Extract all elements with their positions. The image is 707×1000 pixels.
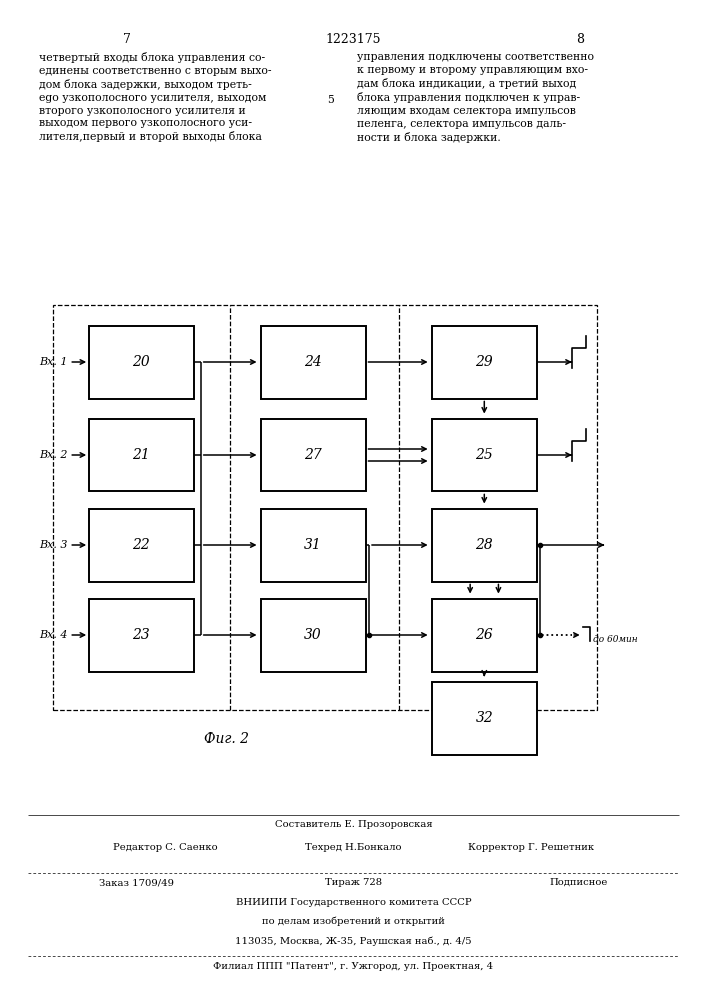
Bar <box>261 598 366 672</box>
Text: 22: 22 <box>132 538 151 552</box>
Text: Техред Н.Бонкало: Техред Н.Бонкало <box>305 843 402 852</box>
Bar <box>89 326 194 398</box>
Bar <box>53 305 597 710</box>
Bar <box>432 418 537 491</box>
Text: четвертый входы блока управления со-
единены соответственно с вторым выхо-
дом б: четвертый входы блока управления со- еди… <box>39 52 271 142</box>
Bar <box>432 508 537 581</box>
Text: 30: 30 <box>304 628 322 642</box>
Text: Тираж 728: Тираж 728 <box>325 878 382 887</box>
Bar <box>261 508 366 581</box>
Bar <box>432 682 537 755</box>
Text: 5: 5 <box>327 95 334 105</box>
Text: Вх. 4: Вх. 4 <box>39 630 67 640</box>
Text: Корректор Г. Решетник: Корректор Г. Решетник <box>468 843 594 852</box>
Text: Подписное: Подписное <box>549 878 608 887</box>
Bar <box>89 508 194 581</box>
Text: 32: 32 <box>475 711 493 725</box>
Bar <box>89 418 194 491</box>
Text: 26: 26 <box>475 628 493 642</box>
Text: Филиал ППП "Патент", г. Ужгород, ул. Проектная, 4: Филиал ППП "Патент", г. Ужгород, ул. Про… <box>214 962 493 971</box>
Text: 8: 8 <box>575 33 584 46</box>
Text: Вх. 2: Вх. 2 <box>39 450 67 460</box>
Text: Вх. 1: Вх. 1 <box>39 357 67 367</box>
Text: 25: 25 <box>475 448 493 462</box>
Bar <box>432 598 537 672</box>
Text: 21: 21 <box>132 448 151 462</box>
Text: 23: 23 <box>132 628 151 642</box>
Text: 20: 20 <box>132 355 151 369</box>
Text: Редактор С. Саенко: Редактор С. Саенко <box>113 843 218 852</box>
Text: 113035, Москва, Ж-35, Раушская наб., д. 4/5: 113035, Москва, Ж-35, Раушская наб., д. … <box>235 936 472 946</box>
Text: управления подключены соответственно
к первому и второму управляющим вхо-
дам бл: управления подключены соответственно к п… <box>357 52 594 143</box>
Text: 24: 24 <box>304 355 322 369</box>
Text: по делам изобретений и открытий: по делам изобретений и открытий <box>262 917 445 926</box>
Text: 27: 27 <box>304 448 322 462</box>
Text: 7: 7 <box>123 33 132 46</box>
Text: Фиг. 2: Фиг. 2 <box>204 732 249 746</box>
Text: Составитель Е. Прозоровская: Составитель Е. Прозоровская <box>275 820 432 829</box>
Text: до 60мин: до 60мин <box>593 636 638 645</box>
Bar <box>261 326 366 398</box>
Text: 29: 29 <box>475 355 493 369</box>
Bar <box>261 418 366 491</box>
Bar <box>89 598 194 672</box>
Text: 28: 28 <box>475 538 493 552</box>
Text: Заказ 1709/49: Заказ 1709/49 <box>99 878 174 887</box>
Text: Вх. 3: Вх. 3 <box>39 540 67 550</box>
Text: ВНИИПИ Государственного комитета СССР: ВНИИПИ Государственного комитета СССР <box>235 898 472 907</box>
Text: 1223175: 1223175 <box>326 33 381 46</box>
Bar <box>432 326 537 398</box>
Text: 31: 31 <box>304 538 322 552</box>
